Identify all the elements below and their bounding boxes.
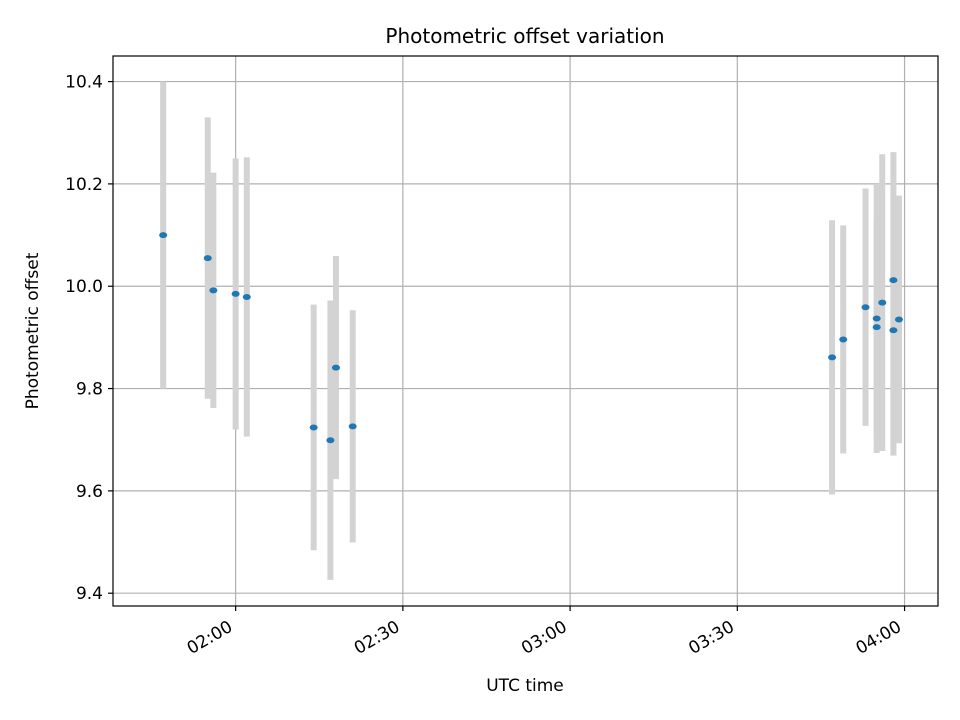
data-point [889, 327, 898, 334]
data-point [309, 424, 318, 431]
data-point [348, 423, 357, 430]
plot-area-frame [112, 55, 939, 607]
x-tick-label: 04:00 [853, 617, 905, 659]
y-tick-label: 9.8 [76, 380, 103, 400]
data-point [331, 364, 340, 371]
data-point [839, 336, 848, 343]
y-tick-label: 10.4 [65, 73, 103, 93]
x-axis-label: UTC time [486, 676, 564, 696]
x-tick-label: 03:30 [685, 617, 737, 659]
x-tick-label: 02:00 [184, 617, 236, 659]
data-point [872, 315, 881, 322]
errorbars [160, 81, 902, 580]
grid [113, 56, 938, 606]
data-point [889, 277, 898, 284]
data-point [828, 354, 837, 361]
data-point [203, 255, 212, 262]
data-point [861, 304, 870, 311]
chart-title: Photometric offset variation [385, 24, 664, 48]
y-axis-label: Photometric offset [23, 252, 43, 409]
data-point [209, 287, 218, 294]
y-tick-label: 9.6 [76, 482, 103, 502]
data-point [326, 437, 335, 444]
data-point [231, 290, 240, 297]
data-points [159, 232, 903, 444]
data-point [872, 324, 881, 331]
y-tick-label: 10.2 [65, 175, 103, 195]
x-tick-label: 02:30 [351, 617, 403, 659]
x-tick-label: 03:00 [518, 617, 570, 659]
data-point [878, 299, 887, 306]
y-tick-label: 10.0 [65, 277, 103, 297]
data-point [894, 316, 903, 323]
data-point [242, 293, 251, 300]
ticks: 9.4 9.6 9.8 10.0 10.2 10.4 02:00 02:30 03:00 03:3… [65, 73, 906, 659]
data-point [159, 232, 168, 239]
y-tick-label: 9.4 [76, 584, 103, 604]
